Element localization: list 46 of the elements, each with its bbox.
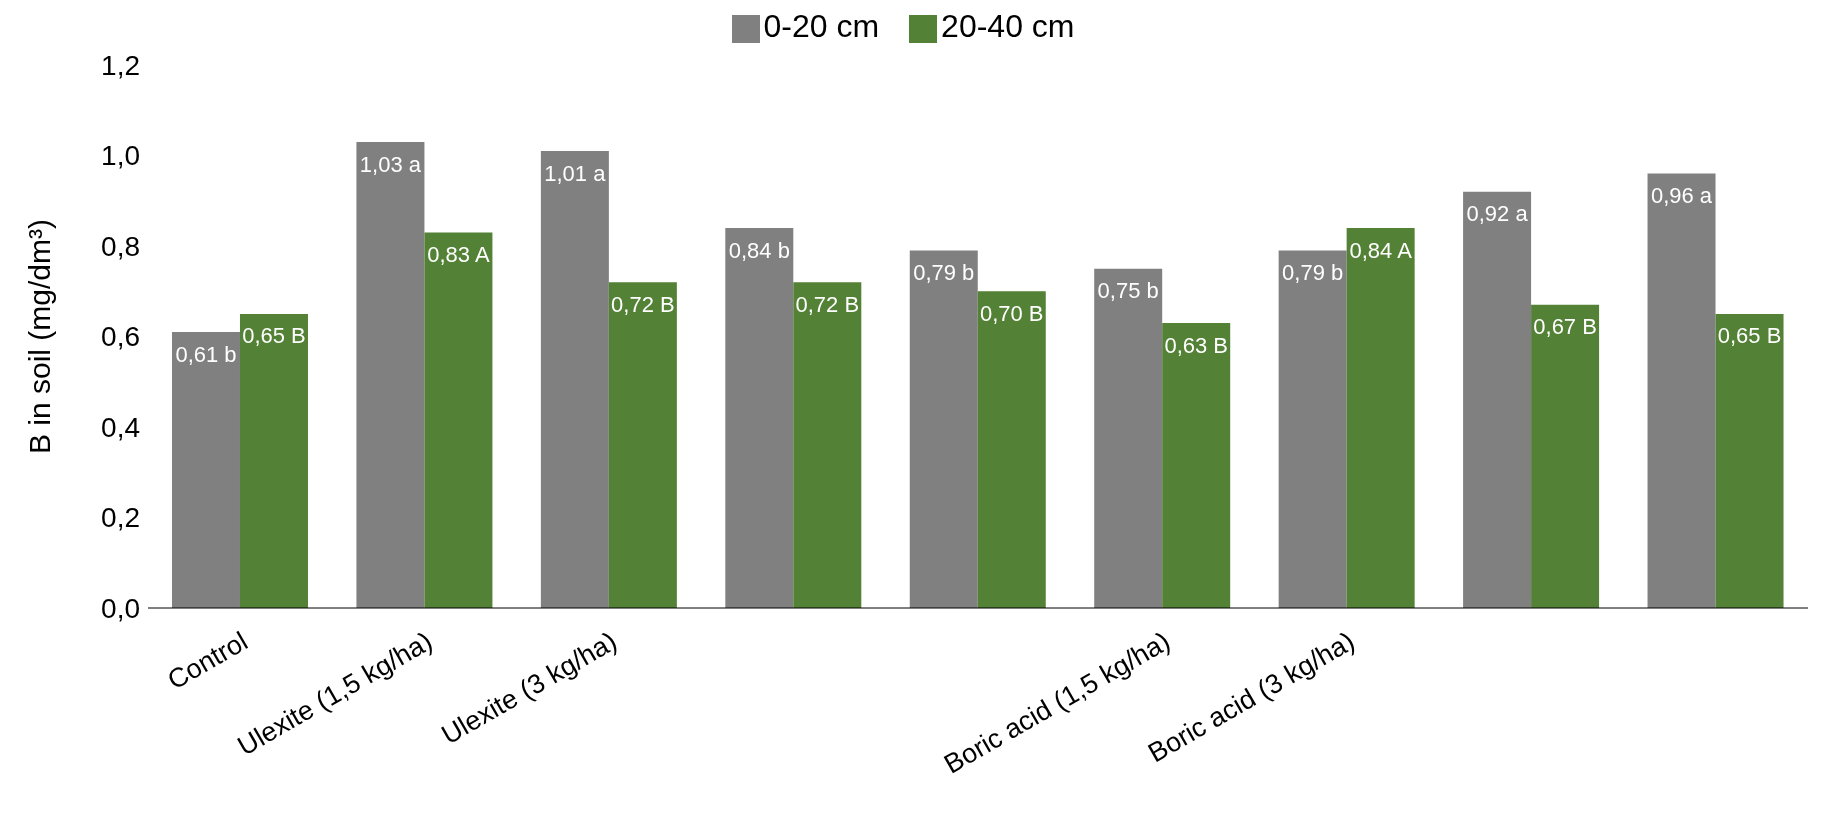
data-label: 0,79 b (1282, 260, 1344, 286)
bar (909, 250, 978, 608)
bar (540, 150, 609, 608)
bar (608, 282, 677, 608)
bar (171, 331, 240, 608)
bar (1278, 250, 1347, 608)
data-label: 0,70 B (979, 300, 1044, 326)
bar (1463, 191, 1532, 608)
y-tick-label: 0,2 (101, 502, 140, 534)
y-axis-title: B in soil (mg/dm³) (23, 218, 56, 455)
bar (424, 232, 493, 608)
data-label: 0,83 A (427, 242, 490, 268)
y-tick-label: 0,8 (101, 230, 140, 262)
data-label: 0,67 B (1533, 314, 1597, 340)
bar (239, 313, 308, 608)
y-tick-label: 0,6 (101, 321, 140, 353)
y-tick-label: 1,0 (101, 140, 140, 172)
data-label: 0,72 B (795, 291, 860, 317)
bar (1715, 313, 1784, 608)
bar (725, 227, 794, 608)
bar (793, 282, 862, 608)
data-label: 1,03 a (359, 151, 422, 177)
data-label: 0,63 B (1164, 332, 1228, 358)
data-label: 0,84 A (1349, 237, 1413, 263)
data-label: 1,01 a (544, 160, 607, 186)
data-label: 0,72 B (611, 291, 675, 317)
bar (977, 291, 1046, 608)
data-label: 0,65 B (242, 323, 306, 349)
bar (1346, 227, 1415, 608)
data-label: 0,75 b (1097, 278, 1159, 304)
data-label: 0,79 b (913, 260, 975, 286)
data-label: 0,96 a (1650, 183, 1713, 209)
bar (356, 141, 425, 608)
y-tick-label: 1,2 (101, 49, 140, 81)
data-label: 0,84 b (728, 237, 790, 263)
y-tick-label: 0,0 (101, 592, 140, 624)
y-tick-label: 0,4 (101, 411, 140, 443)
data-label: 0,65 B (1717, 323, 1782, 349)
legend-label: 20-40 cm (941, 8, 1075, 44)
bar (1531, 304, 1600, 608)
bar (1647, 173, 1716, 608)
legend-label: 0-20 cm (763, 8, 880, 44)
bar (1094, 268, 1163, 608)
data-label: 0,61 b (175, 341, 237, 367)
data-label: 0,92 a (1466, 201, 1529, 227)
bar (1162, 322, 1231, 608)
